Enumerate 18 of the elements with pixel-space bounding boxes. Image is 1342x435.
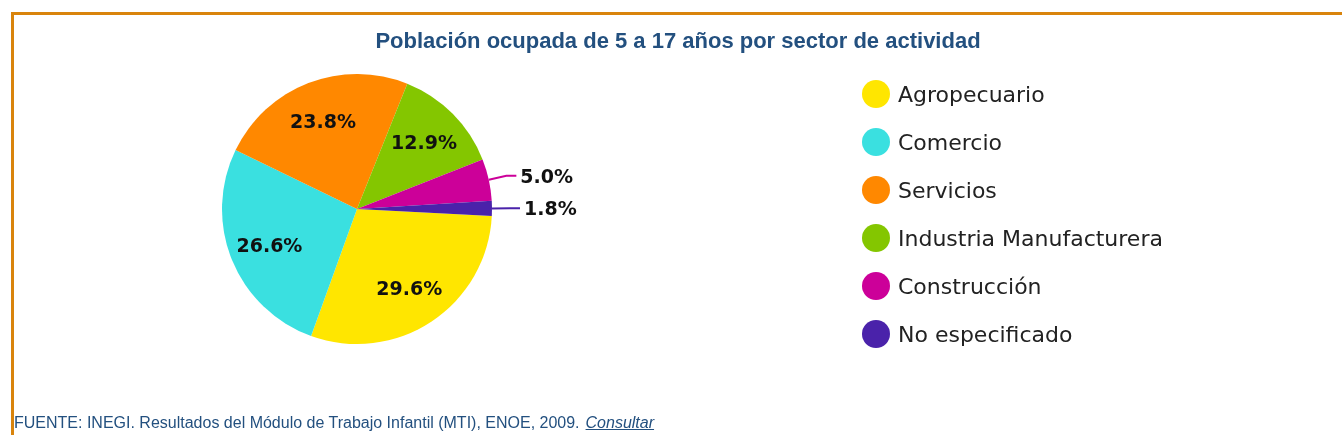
legend-label: Comercio [898,129,1003,155]
text: Consultar [585,414,655,431]
pie-slice [357,83,483,209]
legend-label: Agropecuario [898,81,1045,107]
data-label: 5.0% [520,164,574,187]
data-label: 26.6% [236,233,303,256]
source-note: FUENTE: INEGI. Resultados del Módulo de Trabajo Infantil (MTI), ENOE, 2009. [14,414,580,431]
legend-label: Industria Manufacturera [898,225,1163,251]
data-label: 12.9% [391,131,457,154]
pie-slice [311,209,492,344]
legend-label: Construcción [898,273,1042,299]
data-label: 29.6% [376,276,443,299]
chart-title: Población ocupada de 5 a 17 años por sector de actividad [375,28,981,53]
pie-slice [222,149,357,336]
data-label: 1.8% [524,197,577,220]
data-label: 23.8% [290,109,356,132]
legend-label: Servicios [898,177,997,203]
legend-label: No especificado [898,321,1073,347]
